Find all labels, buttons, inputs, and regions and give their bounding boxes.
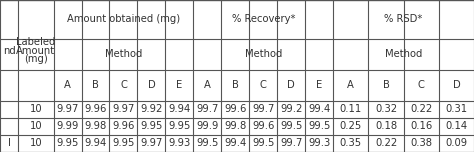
Text: 0.32: 0.32 xyxy=(375,104,397,114)
Text: nd: nd xyxy=(3,46,15,55)
Text: 9.93: 9.93 xyxy=(168,138,191,148)
Text: 99.5: 99.5 xyxy=(280,121,302,131)
Text: 9.92: 9.92 xyxy=(140,104,163,114)
Text: 10: 10 xyxy=(29,121,42,131)
Text: 9.95: 9.95 xyxy=(140,121,163,131)
Text: 99.4: 99.4 xyxy=(308,104,330,114)
Text: 99.2: 99.2 xyxy=(280,104,302,114)
Text: 0.16: 0.16 xyxy=(410,121,432,131)
Text: Method: Method xyxy=(385,49,422,59)
Text: 99.3: 99.3 xyxy=(308,138,330,148)
Text: 9.97: 9.97 xyxy=(112,104,135,114)
Text: % RSD*: % RSD* xyxy=(384,14,423,24)
Text: 9.95: 9.95 xyxy=(112,138,135,148)
Text: A: A xyxy=(347,81,354,90)
Text: 9.94: 9.94 xyxy=(84,138,107,148)
Text: l: l xyxy=(8,138,10,148)
Text: 9.97: 9.97 xyxy=(56,104,79,114)
Text: E: E xyxy=(176,81,182,90)
Text: 0.14: 0.14 xyxy=(446,121,467,131)
Text: 9.99: 9.99 xyxy=(56,121,79,131)
Text: 99.5: 99.5 xyxy=(252,138,274,148)
Text: Method: Method xyxy=(105,49,142,59)
Text: 99.8: 99.8 xyxy=(224,121,246,131)
Text: 99.7: 99.7 xyxy=(196,104,219,114)
Text: C: C xyxy=(260,81,267,90)
Text: 0.22: 0.22 xyxy=(410,104,432,114)
Text: 99.9: 99.9 xyxy=(196,121,219,131)
Text: 99.6: 99.6 xyxy=(224,104,246,114)
Text: A: A xyxy=(204,81,211,90)
Text: 99.5: 99.5 xyxy=(308,121,330,131)
Text: D: D xyxy=(287,81,295,90)
Text: Method: Method xyxy=(245,49,282,59)
Text: B: B xyxy=(92,81,99,90)
Text: 0.18: 0.18 xyxy=(375,121,397,131)
Text: (mg): (mg) xyxy=(24,54,48,64)
Text: 99.7: 99.7 xyxy=(252,104,274,114)
Text: A: A xyxy=(64,81,71,90)
Text: B: B xyxy=(232,81,239,90)
Text: 9.95: 9.95 xyxy=(56,138,79,148)
Text: Amount obtained (mg): Amount obtained (mg) xyxy=(67,14,180,24)
Text: 9.98: 9.98 xyxy=(84,121,107,131)
Text: 0.22: 0.22 xyxy=(375,138,397,148)
Text: 0.38: 0.38 xyxy=(410,138,432,148)
Text: 0.11: 0.11 xyxy=(340,104,362,114)
Text: E: E xyxy=(316,81,322,90)
Text: Labeled: Labeled xyxy=(16,37,55,47)
Text: D: D xyxy=(453,81,460,90)
Text: 9.95: 9.95 xyxy=(168,121,191,131)
Text: 10: 10 xyxy=(29,104,42,114)
Text: 0.31: 0.31 xyxy=(446,104,467,114)
Text: C: C xyxy=(120,81,127,90)
Text: 9.94: 9.94 xyxy=(168,104,191,114)
Text: 99.6: 99.6 xyxy=(252,121,274,131)
Text: 99.4: 99.4 xyxy=(224,138,246,148)
Text: 0.35: 0.35 xyxy=(340,138,362,148)
Text: 9.96: 9.96 xyxy=(112,121,135,131)
Text: 0.25: 0.25 xyxy=(340,121,362,131)
Text: 9.96: 9.96 xyxy=(84,104,107,114)
Text: 0.09: 0.09 xyxy=(446,138,467,148)
Text: 99.7: 99.7 xyxy=(280,138,302,148)
Text: 10: 10 xyxy=(29,138,42,148)
Text: 99.5: 99.5 xyxy=(196,138,219,148)
Text: Amount: Amount xyxy=(16,46,55,55)
Text: 9.97: 9.97 xyxy=(140,138,163,148)
Text: % Recovery*: % Recovery* xyxy=(232,14,295,24)
Text: B: B xyxy=(383,81,390,90)
Text: C: C xyxy=(418,81,425,90)
Text: D: D xyxy=(147,81,155,90)
